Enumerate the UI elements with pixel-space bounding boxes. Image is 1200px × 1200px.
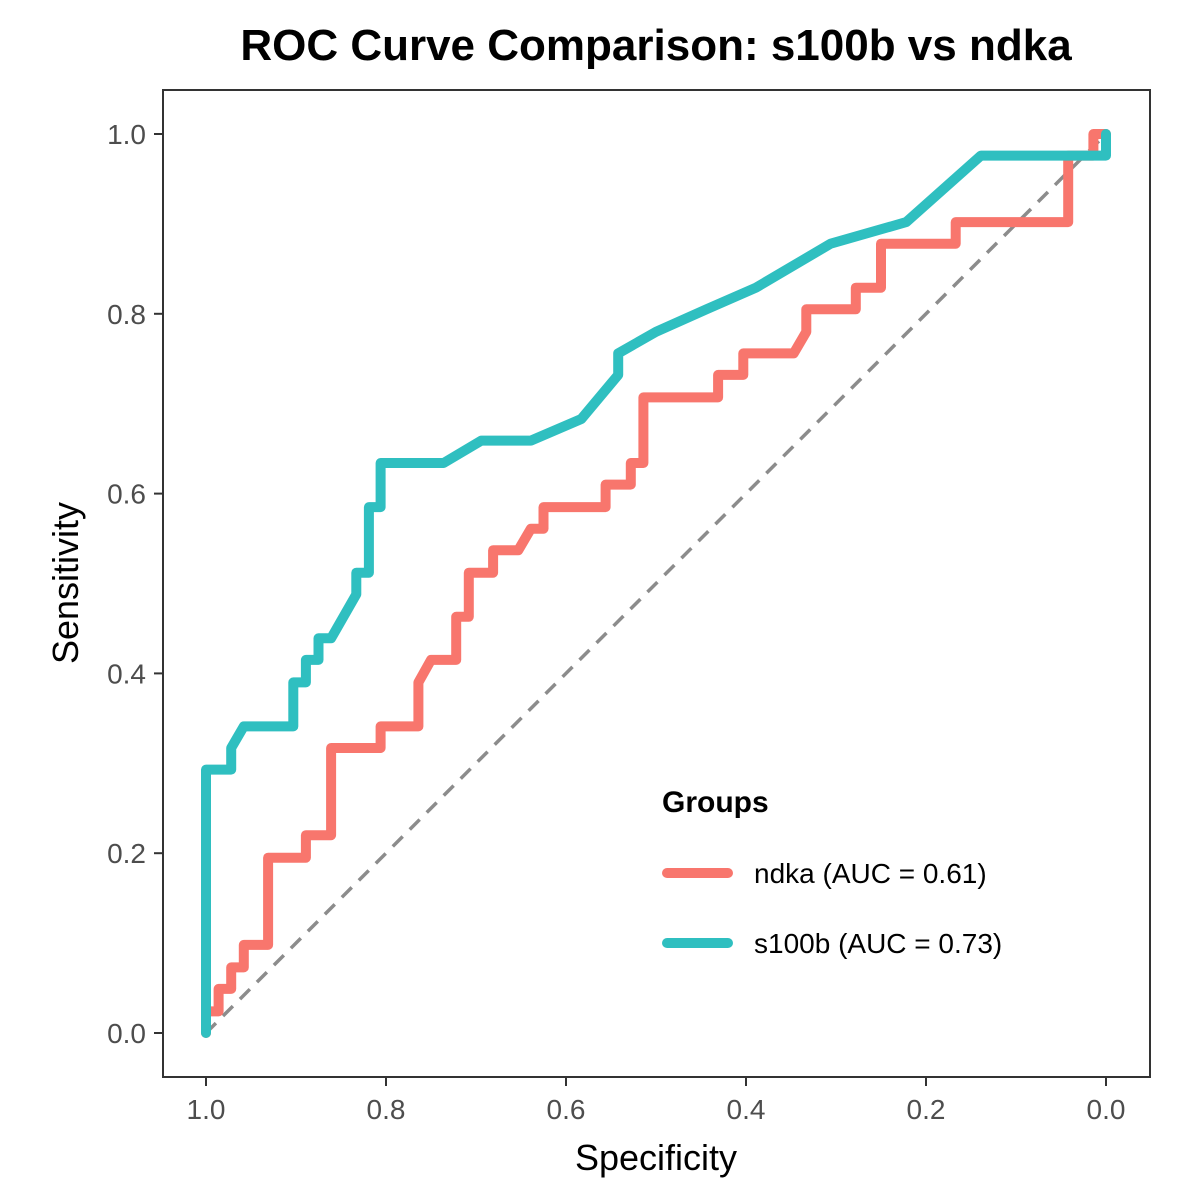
x-tick-label: 0.0 <box>1087 1094 1126 1125</box>
x-axis-title: Specificity <box>575 1137 737 1178</box>
y-tick-label: 0.2 <box>107 838 146 869</box>
y-axis-title: Sensitivity <box>45 502 86 664</box>
legend-title: Groups <box>662 786 769 819</box>
x-tick-label: 1.0 <box>187 1094 226 1125</box>
legend-label-0: ndka (AUC = 0.61) <box>754 858 987 889</box>
x-tick-label: 0.6 <box>547 1094 586 1125</box>
reference-diagonal-line <box>204 132 1108 1035</box>
x-tick-label: 0.4 <box>727 1094 766 1125</box>
plot-panel-border <box>162 89 1151 1078</box>
plot-area <box>201 129 1111 1038</box>
series-line-1 <box>201 129 1111 1038</box>
y-tick-label: 1.0 <box>107 119 146 150</box>
y-tick-label: 0.0 <box>107 1018 146 1049</box>
y-tick-label: 0.6 <box>107 479 146 510</box>
legend-label-1: s100b (AUC = 0.73) <box>754 928 1002 959</box>
y-tick-label: 0.4 <box>107 658 146 689</box>
legend: Groups ndka (AUC = 0.61) s100b (AUC = 0.7… <box>662 786 1002 959</box>
x-tick-label: 0.2 <box>907 1094 946 1125</box>
axes: 1.0 0.8 0.6 0.4 0.2 0.0 0.0 0.2 0.4 0.6 0.8 1.0 <box>107 119 1125 1125</box>
series-line-0 <box>201 129 1111 1038</box>
x-tick-label: 0.8 <box>367 1094 406 1125</box>
y-tick-label: 0.8 <box>107 299 146 330</box>
chart-title: ROC Curve Comparison: s100b vs ndka <box>240 21 1072 70</box>
